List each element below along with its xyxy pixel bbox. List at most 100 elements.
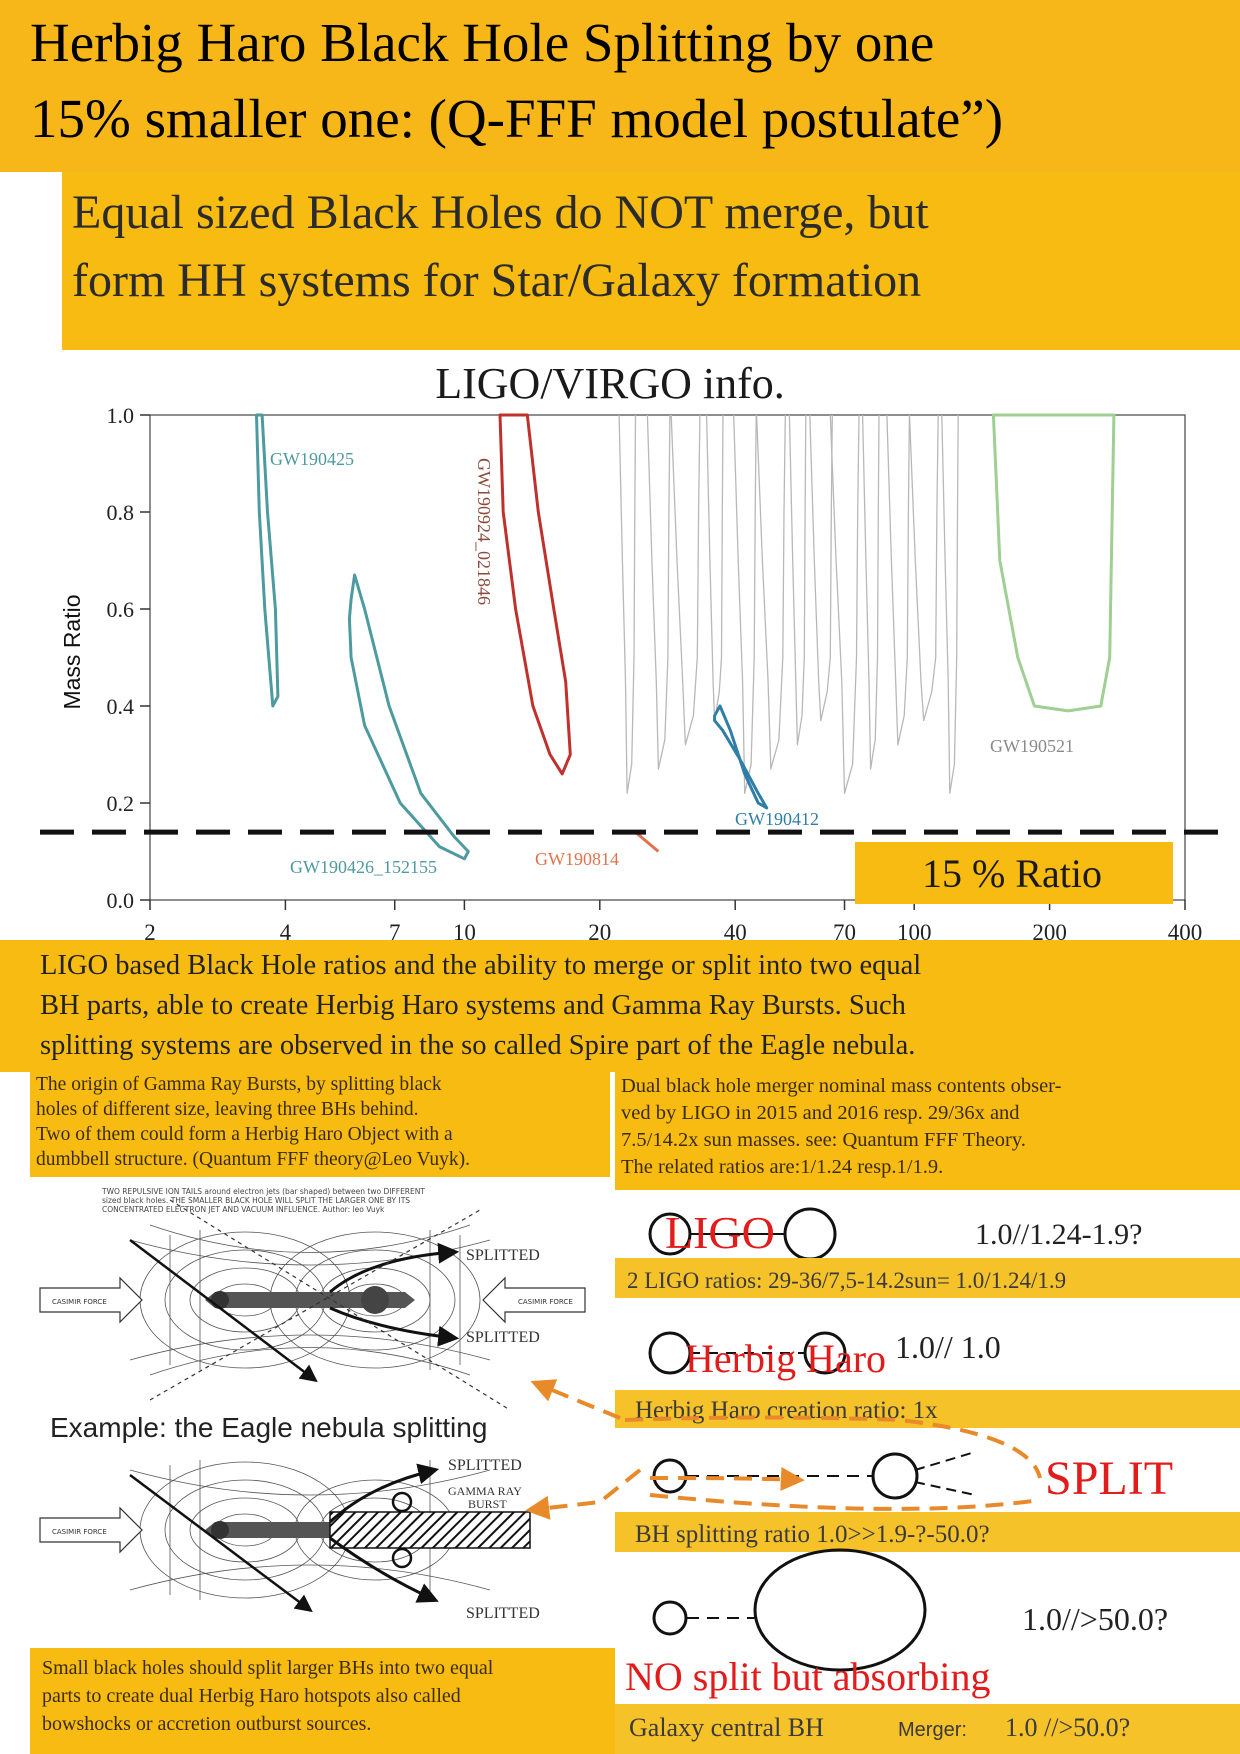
background-contour xyxy=(809,414,833,722)
ligo-large-bh xyxy=(783,1207,837,1261)
split-small-bh xyxy=(652,1458,688,1494)
split-label: SPLIT xyxy=(1045,1452,1173,1505)
splitted-label-2: SPLITTED xyxy=(466,1329,540,1346)
contour-gw190425 xyxy=(255,413,280,708)
series-label: GW190521 xyxy=(990,736,1074,756)
contour-gw190814 xyxy=(634,830,660,853)
split-band xyxy=(615,1512,1240,1552)
background-contour xyxy=(941,414,959,794)
x-tick-label: 7 xyxy=(389,920,401,940)
absorb-small-bh xyxy=(652,1600,688,1636)
hh-band-text: Herbig Haro creation ratio: 1x xyxy=(635,1397,938,1424)
left-note: The origin of Gamma Ray Bursts, by split… xyxy=(30,1072,610,1177)
plot-frame xyxy=(149,414,1186,901)
galaxy-band xyxy=(615,1704,1240,1754)
right-note-line-1: Dual black hole merger nominal mass cont… xyxy=(621,1075,1062,1097)
casimir-arrow-left-lower xyxy=(39,1506,143,1554)
casimir-arrow-left-upper xyxy=(39,1276,143,1324)
chart-caption: LIGO based Black Hole ratios and the abi… xyxy=(0,940,1240,1072)
caption-line-2: BH parts, able to create Herbig Haro sys… xyxy=(40,990,906,1021)
y-axis-label: Mass Ratio xyxy=(59,594,85,709)
left-note-line-3: Two of them could form a Herbig Haro Obj… xyxy=(36,1124,453,1145)
absorb-ratio: 1.0//>50.0? xyxy=(1022,1601,1168,1637)
splitted-label-4: SPLITTED xyxy=(466,1605,540,1622)
lower-diag-arrow xyxy=(129,1474,313,1613)
hh-label: Herbig Haro xyxy=(685,1336,886,1381)
splitted-label-1: SPLITTED xyxy=(466,1247,540,1264)
contour-gw190924_021846 xyxy=(498,413,572,776)
background-contour xyxy=(733,414,757,794)
diagram-caption-line-2: sized black holes. THE SMALLER BLACK HOL… xyxy=(102,1196,410,1205)
title-banner: Herbig Haro Black Hole Splitting by one … xyxy=(0,0,1240,172)
upper-split-arrow-down xyxy=(329,1306,460,1347)
casimir-label-upper-right: CASIMIR FORCE xyxy=(518,1298,573,1306)
background-contours xyxy=(618,414,959,794)
y-tick-label: 0.0 xyxy=(107,888,135,913)
upper-diag-arrow xyxy=(129,1239,318,1383)
galaxy-band-value: 1.0 //>50.0? xyxy=(1005,1713,1130,1742)
series-label: GW190426_152155 xyxy=(290,857,437,877)
bottom-note: Small black holes should split larger BH… xyxy=(30,1648,615,1754)
upper-split-arrow-up xyxy=(329,1242,460,1294)
upper-small-bh xyxy=(211,1291,229,1309)
contour-gw190521 xyxy=(991,413,1116,713)
hh-ratio: 1.0// 1.0 xyxy=(895,1329,1001,1365)
background-contour xyxy=(886,414,911,746)
lower-split-bh-bottom xyxy=(391,1547,413,1569)
y-tick-label: 0.8 xyxy=(107,500,135,525)
bottom-note-line-2: parts to create dual Herbig Haro hotspot… xyxy=(42,1685,461,1707)
chart-svg: LIGO/VIRGO info. Mass Ratio 0.0 0.2 0.4 0.6… xyxy=(40,359,1230,945)
x-tick-label: 200 xyxy=(1032,920,1067,940)
background-contour xyxy=(618,414,637,794)
splitting-diagram: TWO REPULSIVE ION TAILS around electron … xyxy=(39,1187,586,1622)
background-contour xyxy=(788,414,807,746)
right-note: Dual black hole merger nominal mass cont… xyxy=(615,1072,1240,1190)
gamma-ray-label-2: BURST xyxy=(468,1497,507,1511)
background-contour xyxy=(908,414,939,722)
background-contour xyxy=(755,414,786,770)
split-band-text: BH splitting ratio 1.0>>1.9-?-50.0? xyxy=(635,1521,990,1548)
caption-line-3: splitting systems are observed in the so… xyxy=(40,1030,916,1061)
x-tick-label: 70 xyxy=(833,920,856,940)
lower-jet xyxy=(205,1522,330,1538)
x-tick-label: 4 xyxy=(280,920,292,940)
subtitle-line-2: form HH systems for Star/Galaxy formatio… xyxy=(72,254,922,307)
lower-split-arrow-down xyxy=(329,1536,439,1603)
bottom-note-line-3: bowshocks or accretion outburst sources. xyxy=(42,1713,372,1735)
caption-line-1: LIGO based Black Hole ratios and the abi… xyxy=(40,950,922,981)
ligo-band xyxy=(615,1258,1240,1298)
absorb-large-bh xyxy=(753,1548,927,1672)
y-ticks: 0.0 0.2 0.4 0.6 0.8 1.0 xyxy=(107,403,150,913)
eagle-nebula-label: Example: the Eagle nebula splitting xyxy=(50,1412,487,1443)
y-tick-label: 1.0 xyxy=(107,403,135,428)
split-ray-up xyxy=(914,1451,976,1471)
split-ray-down xyxy=(914,1481,976,1496)
casimir-arrow-right-upper xyxy=(482,1276,586,1324)
series-label: GW190425 xyxy=(270,449,354,469)
threshold-label: 15 % Ratio xyxy=(922,851,1102,896)
background-contour xyxy=(670,414,701,746)
background-contour xyxy=(705,414,724,722)
subtitle-line-1: Equal sized Black Holes do NOT merge, bu… xyxy=(72,186,929,239)
gamma-ray-beam xyxy=(329,1511,531,1549)
upper-dashed-line-a xyxy=(169,1199,511,1411)
background-contour xyxy=(646,414,671,770)
diagram-caption-line-1: TWO REPULSIVE ION TAILS around electron … xyxy=(101,1187,425,1196)
casimir-label-upper-left: CASIMIR FORCE xyxy=(52,1298,107,1306)
contour-series: GW190425 GW190426_152155 GW190924_021846 GW… xyxy=(255,413,1116,877)
title-line-2: 15% smaller one: (Q-FFF model postulate”… xyxy=(30,88,1004,149)
x-tick-label: 20 xyxy=(588,920,611,940)
split-large-bh xyxy=(871,1452,919,1500)
series-label: GW190814 xyxy=(535,849,619,869)
lower-split-arrow-up xyxy=(328,1463,440,1524)
contour-gw190412 xyxy=(713,704,769,810)
splitted-label-3: SPLITTED xyxy=(448,1457,522,1474)
y-tick-label: 0.4 xyxy=(107,694,135,719)
ligo-ratio: 1.0//1.24-1.9? xyxy=(975,1218,1142,1251)
upper-large-bh xyxy=(361,1286,389,1314)
casimir-label-lower: CASIMIR FORCE xyxy=(52,1528,107,1536)
x-tick-label: 2 xyxy=(144,920,156,940)
ligo-label: LIGO xyxy=(665,1207,775,1258)
x-tick-label: 100 xyxy=(897,920,932,940)
mass-ratio-chart: LIGO/VIRGO info. Mass Ratio 0.0 0.2 0.4 0.6… xyxy=(0,350,1240,945)
